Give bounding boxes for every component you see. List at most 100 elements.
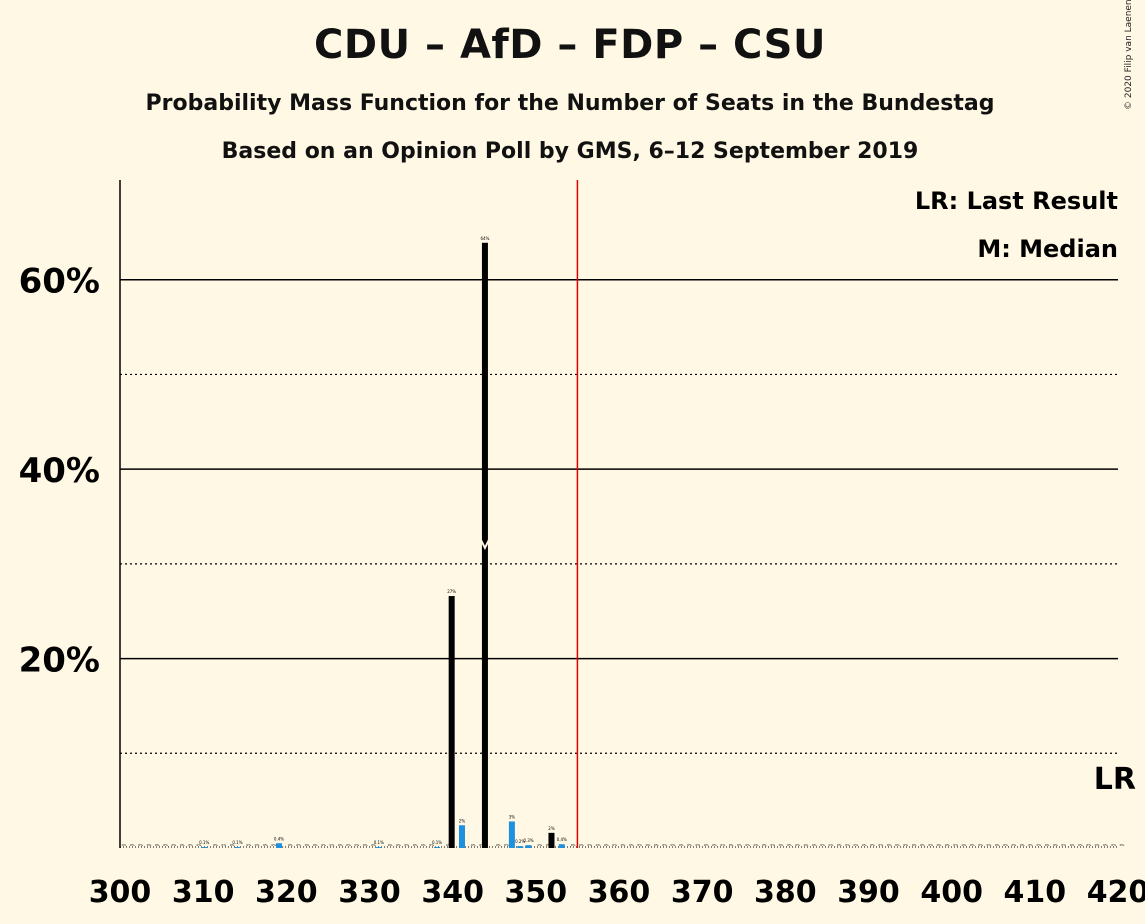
zero-label: 0% [995, 843, 1000, 847]
zero-label: 0% [953, 843, 958, 847]
zero-label: 0% [471, 843, 476, 847]
zero-label: 0% [762, 843, 767, 847]
zero-label: 0% [1045, 843, 1050, 847]
zero-label: 0% [1111, 843, 1116, 847]
x-tick-label: 410 [1004, 875, 1067, 910]
bar-338 [434, 847, 441, 848]
bar-label-344: 64% [480, 236, 489, 241]
zero-label: 0% [1070, 843, 1075, 847]
zero-label: 0% [338, 843, 343, 847]
y-tick-label: 20% [19, 641, 100, 681]
zero-label: 0% [754, 843, 759, 847]
bar-label-331: 0.1% [374, 840, 384, 845]
zero-label: 0% [937, 843, 942, 847]
zero-label: 0% [130, 843, 135, 847]
zero-label: 0% [1061, 843, 1066, 847]
zero-label: 0% [413, 843, 418, 847]
gridlines [120, 278, 1118, 848]
bar-label-353: 0.4% [557, 837, 567, 842]
zero-label: 0% [604, 843, 609, 847]
zero-label: 0% [122, 843, 127, 847]
zero-label: 0% [138, 843, 143, 847]
bar-310 [201, 847, 208, 848]
bar-label-352: 2% [548, 826, 555, 831]
zero-label: 0% [305, 843, 310, 847]
legend-median: M: Median [977, 235, 1118, 263]
x-tick-label: 330 [338, 875, 401, 910]
zero-label: 0% [421, 843, 426, 847]
zero-label: 0% [1120, 843, 1125, 847]
zero-label: 0% [928, 843, 933, 847]
zero-label: 0% [246, 843, 251, 847]
zero-label: 0% [296, 843, 301, 847]
bar-314 [234, 847, 241, 848]
zero-label: 0% [1053, 843, 1058, 847]
bar-340 [448, 596, 455, 848]
zero-label: 0% [579, 843, 584, 847]
zero-label: 0% [970, 843, 975, 847]
bar-label-349: 0.3% [523, 838, 533, 843]
zero-label: 0% [346, 843, 351, 847]
zero-label: 0% [820, 843, 825, 847]
zero-label: 0% [1028, 843, 1033, 847]
zero-label: 0% [155, 843, 160, 847]
zero-label: 0% [354, 843, 359, 847]
zero-label: 0% [912, 843, 917, 847]
zero-label: 0% [1103, 843, 1108, 847]
zero-label: 0% [679, 843, 684, 847]
zero-label: 0% [496, 843, 501, 847]
zero-label: 0% [288, 843, 293, 847]
axes: 20% 40% 60% 300 310 320 330 340 350 360 370 380 390 4… [19, 180, 1145, 910]
zero-label: 0% [1036, 843, 1041, 847]
zero-label: 0% [787, 843, 792, 847]
median-marker [480, 539, 490, 551]
bar-label-310: 0.1% [199, 840, 209, 845]
bar-319 [276, 843, 283, 848]
zero-label: 0% [1020, 843, 1025, 847]
zero-label: 0% [712, 843, 717, 847]
zero-label: 0% [737, 843, 742, 847]
x-tick-label: 350 [505, 875, 568, 910]
chart-source-line: Based on an Opinion Poll by GMS, 6–12 Se… [221, 139, 919, 164]
bar-label-338: 0.1% [432, 840, 442, 845]
chart-title: CDU – AfD – FDP – CSU [314, 22, 826, 68]
x-tick-label: 370 [671, 875, 734, 910]
bar-353 [558, 844, 565, 848]
zero-label: 0% [621, 843, 626, 847]
bar-label-347: 3% [509, 814, 516, 819]
zero-label: 0% [363, 843, 368, 847]
zero-label: 0% [770, 843, 775, 847]
bar-331 [375, 847, 382, 848]
zero-label: 0% [895, 843, 900, 847]
zero-label: 0% [903, 843, 908, 847]
zero-label: 0% [537, 843, 542, 847]
zero-label: 0% [845, 843, 850, 847]
bar-352 [548, 832, 555, 848]
last-result-marker: LR [1094, 762, 1136, 797]
x-tick-label: 360 [588, 875, 651, 910]
bars: 27% 64% 2% 0.1% 0.1% 0.4% 0.1% 0.1% 2% 3% 0.2%0.3%… [199, 236, 567, 849]
zero-label: 0% [729, 843, 734, 847]
zero-label: 0% [662, 843, 667, 847]
zero-label: 0% [546, 843, 551, 847]
legend-last-result: LR: Last Result [915, 187, 1118, 215]
zero-label: 0% [321, 843, 326, 847]
bar-349 [525, 845, 532, 848]
zero-label: 0% [1003, 843, 1008, 847]
zero-label: 0% [987, 843, 992, 847]
zero-label: 0% [263, 843, 268, 847]
x-tick-label: 320 [255, 875, 318, 910]
zero-label: 0% [404, 843, 409, 847]
zero-label: 0% [271, 843, 276, 847]
zero-label: 0% [629, 843, 634, 847]
zero-label: 0% [720, 843, 725, 847]
zero-label: 0% [388, 843, 393, 847]
zero-label: 0% [1086, 843, 1091, 847]
zero-label: 0% [804, 843, 809, 847]
zero-label: 0% [587, 843, 592, 847]
bar-label-340: 27% [447, 589, 456, 594]
chart-subtitle: Probability Mass Function for the Number… [145, 91, 995, 116]
zero-label: 0% [671, 843, 676, 847]
zero-label: 0% [779, 843, 784, 847]
bar-344 [481, 242, 488, 849]
